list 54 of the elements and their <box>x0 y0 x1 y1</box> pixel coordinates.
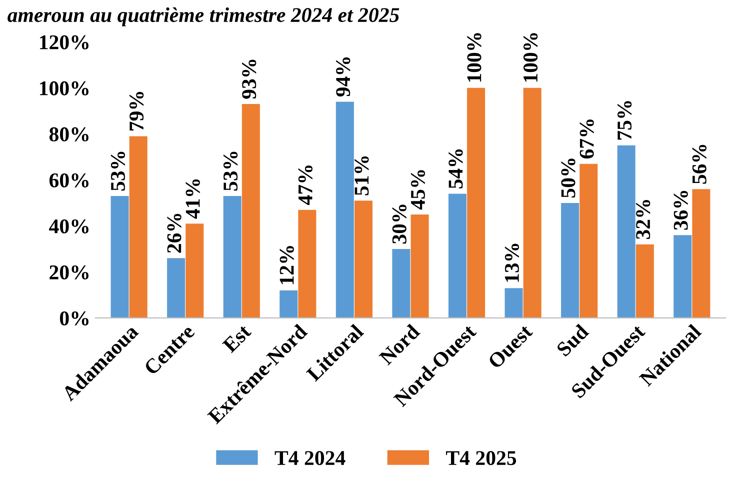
text: 67% <box>580 120 594 159</box>
bar <box>561 202 580 318</box>
text: 53% <box>223 152 238 191</box>
text: 12% <box>280 246 294 284</box>
y-tick-label: 60% <box>49 173 88 188</box>
y-tick-label: 0% <box>60 311 88 326</box>
bar <box>129 136 148 318</box>
text: 47% <box>298 166 312 205</box>
legend-label: T4 2024 <box>274 451 346 466</box>
bar <box>110 196 129 318</box>
text: 30% <box>392 204 406 244</box>
bar <box>617 145 636 318</box>
bar <box>504 288 523 318</box>
y-tick-label: 100% <box>40 81 88 96</box>
text: 54% <box>448 149 463 188</box>
bar <box>280 290 298 318</box>
chart-title: ameroun au quatrième trimestre 2024 et 2025 <box>8 7 400 26</box>
text: 41% <box>186 179 200 219</box>
bar <box>392 248 410 318</box>
text: 100% <box>523 33 538 82</box>
y-tick-label: 120% <box>40 35 88 50</box>
bar <box>223 196 242 318</box>
y-tick-label: 40% <box>49 219 88 234</box>
text: 32% <box>636 200 650 239</box>
text: 100% <box>467 33 482 82</box>
y-tick-label: 80% <box>49 127 88 142</box>
bar <box>467 88 486 318</box>
text: 56% <box>692 144 706 184</box>
text: 13% <box>504 244 520 282</box>
bar <box>692 189 710 318</box>
text: 45% <box>410 170 426 210</box>
text: 94% <box>336 57 350 97</box>
bar <box>167 258 186 318</box>
y-tick-label: 20% <box>50 265 88 280</box>
text: 93% <box>242 60 256 99</box>
legend-label: T4 2025 <box>446 451 516 466</box>
bar <box>523 88 542 318</box>
bar <box>336 102 354 318</box>
bar <box>636 244 654 318</box>
text: 53% <box>110 152 126 191</box>
bar <box>298 210 316 318</box>
bar <box>242 104 260 318</box>
bar <box>186 224 204 318</box>
bar <box>410 214 429 318</box>
text: 79% <box>130 92 144 130</box>
text: 50% <box>561 158 576 198</box>
text: 75% <box>617 101 632 140</box>
bar <box>580 164 598 318</box>
text: 36% <box>674 190 688 230</box>
bar <box>674 235 692 318</box>
bar <box>354 200 372 318</box>
text: 51% <box>354 156 369 196</box>
text: 26% <box>167 214 182 253</box>
bar <box>448 194 466 318</box>
